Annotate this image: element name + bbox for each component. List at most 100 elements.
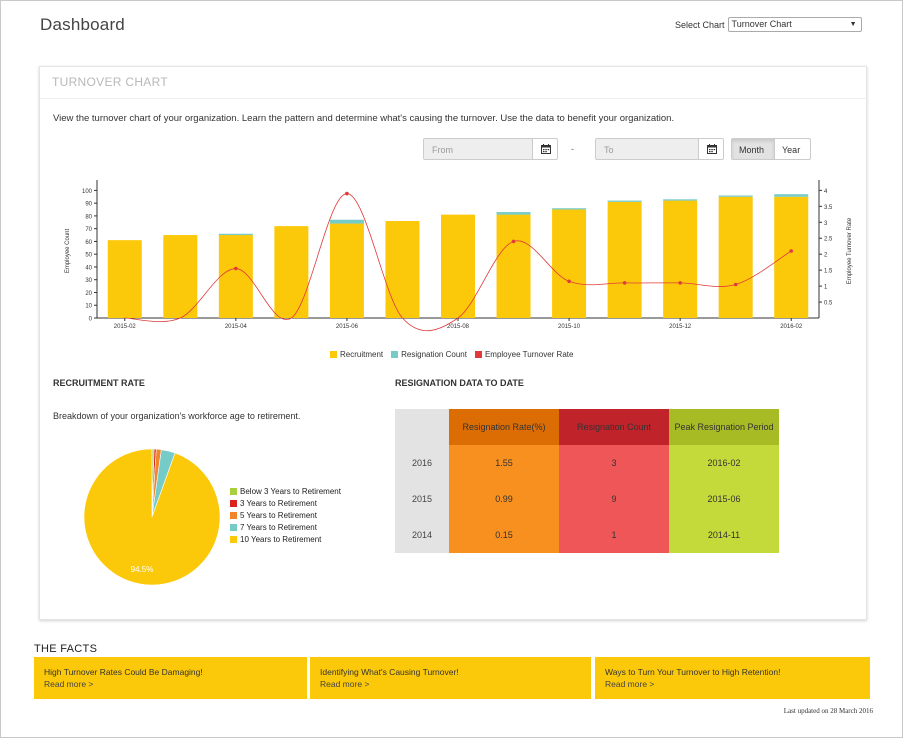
bar-recruitment (329, 223, 364, 318)
table-cell-peak: 2014-11 (669, 517, 779, 553)
table-row: 2015 0.99 9 2015-06 (395, 481, 779, 517)
bar-resignation-count (218, 233, 253, 236)
from-date-input[interactable]: From (423, 138, 533, 160)
fact-card[interactable]: High Turnover Rates Could Be Damaging! R… (34, 657, 307, 699)
y2-tick-label: 4 (824, 189, 828, 195)
pie-slice-label: 94.5% (131, 565, 154, 574)
bar-recruitment (774, 196, 809, 318)
year-toggle-button[interactable]: Year (774, 138, 811, 160)
table-row: 2014 0.15 1 2014-11 (395, 517, 779, 553)
legend-swatch (230, 523, 237, 531)
pie-slice (83, 448, 221, 586)
month-toggle-button[interactable]: Month (731, 138, 775, 160)
legend-swatch (230, 511, 237, 519)
calendar-icon (707, 144, 717, 154)
y-tick-label: 40 (85, 265, 92, 271)
turnover-rate-point (567, 279, 571, 284)
chart-select-value: Turnover Chart (731, 19, 792, 29)
from-placeholder: From (432, 145, 453, 155)
from-calendar-button[interactable] (532, 138, 558, 160)
pie-legend-item: Below 3 Years to Retirement (230, 485, 341, 497)
y2-tick-label: 1.5 (824, 269, 833, 275)
table-header-rate: Resignation Rate(%) (449, 409, 559, 445)
pie-legend-item: 10 Years to Retirement (230, 533, 341, 545)
bar-resignation-count (329, 219, 364, 224)
pie-legend: Below 3 Years to Retirement 3 Years to R… (230, 485, 341, 545)
y-tick-label: 100 (82, 189, 93, 195)
table-cell-year: 2015 (395, 481, 449, 517)
page-title: Dashboard (40, 15, 125, 34)
legend-label: 7 Years to Retirement (240, 522, 317, 532)
turnover-rate-point (511, 239, 516, 244)
y-tick-label: 0 (89, 317, 93, 323)
turnover-description: View the turnover chart of your organiza… (53, 113, 675, 124)
y-tick-label: 20 (85, 291, 92, 297)
pie-legend-item: 5 Years to Retirement (230, 509, 341, 521)
legend-label: Resignation Count (401, 350, 467, 359)
read-more-link[interactable]: Read more > (320, 679, 370, 689)
bar-recruitment (274, 226, 309, 318)
card-title: TURNOVER CHART (52, 75, 168, 89)
to-placeholder: To (604, 145, 614, 155)
combo-chart-legend: Recruitment Resignation Count Employee T… (330, 350, 573, 359)
y-tick-label: 80 (85, 214, 92, 220)
bar-recruitment (496, 214, 531, 318)
turnover-rate-point (622, 281, 627, 285)
y-tick-label: 50 (85, 253, 92, 259)
legend-label: 3 Years to Retirement (240, 498, 317, 508)
y2-tick-label: 3.5 (824, 205, 833, 211)
x-tick-label: 2015-06 (336, 324, 359, 330)
legend-swatch (474, 351, 482, 358)
legend-label: 5 Years to Retirement (240, 510, 317, 520)
fact-card[interactable]: Ways to Turn Your Turnover to High Reten… (595, 657, 870, 699)
table-header-count: Resignation Count (559, 409, 669, 445)
table-header-row: Resignation Rate(%) Resignation Count Pe… (395, 409, 779, 445)
y2-tick-label: 2 (824, 253, 828, 259)
y-tick-label: 60 (85, 240, 92, 246)
table-cell-peak: 2015-06 (669, 481, 779, 517)
y-tick-label: 70 (85, 227, 92, 233)
pie-legend-item: 3 Years to Retirement (230, 497, 341, 509)
bar-recruitment (552, 209, 587, 318)
date-range-separator: - (571, 144, 574, 154)
bar-resignation-count (496, 212, 531, 215)
read-more-link[interactable]: Read more > (605, 679, 655, 689)
pie-legend-item: 7 Years to Retirement (230, 521, 341, 533)
bar-recruitment (107, 240, 142, 318)
legend-label: Recruitment (340, 350, 384, 359)
legend-swatch (230, 535, 237, 543)
bar-resignation-count (663, 199, 698, 201)
fact-title: Ways to Turn Your Turnover to High Reten… (605, 667, 781, 677)
last-updated-text: Last updated on 28 March 2016 (783, 707, 873, 715)
x-tick-label: 2015-04 (225, 324, 248, 330)
turnover-rate-line (124, 193, 792, 332)
turnover-rate-point (733, 282, 738, 287)
y2-axis-label: Employee Turnover Rate (847, 217, 853, 284)
table-cell-peak: 2016-02 (669, 445, 779, 481)
bar-recruitment (718, 196, 753, 318)
y-tick-label: 90 (85, 202, 92, 208)
read-more-link[interactable]: Read more > (44, 679, 94, 689)
fact-card[interactable]: Identifying What's Causing Turnover! Rea… (310, 657, 591, 699)
turnover-card: TURNOVER CHART View the turnover chart o… (39, 66, 868, 620)
table-cell-count: 3 (559, 445, 669, 481)
y2-tick-label: 0.5 (824, 301, 833, 307)
x-tick-label: 2015-08 (447, 324, 470, 330)
facts-heading: THE FACTS (34, 643, 98, 655)
to-date-input[interactable]: To (595, 138, 699, 160)
legend-swatch (230, 499, 237, 507)
chart-select-dropdown[interactable]: Turnover Chart ▼ (727, 17, 862, 32)
to-calendar-button[interactable] (698, 138, 724, 160)
legend-swatch (330, 351, 337, 358)
turnover-rate-point (234, 266, 238, 271)
legend-item-recruitment: Recruitment (330, 350, 383, 359)
resignation-data-heading: RESIGNATION DATA TO DATE (395, 378, 524, 388)
x-tick-label: 2015-10 (558, 324, 581, 330)
table-cell-count: 1 (559, 517, 669, 553)
table-cell-rate: 1.55 (449, 445, 559, 481)
table-cell-year: 2014 (395, 517, 449, 553)
turnover-rate-point (789, 249, 794, 253)
table-cell-count: 9 (559, 481, 669, 517)
select-chart-label: Select Chart (675, 19, 725, 30)
legend-label: Below 3 Years to Retirement (240, 486, 341, 496)
